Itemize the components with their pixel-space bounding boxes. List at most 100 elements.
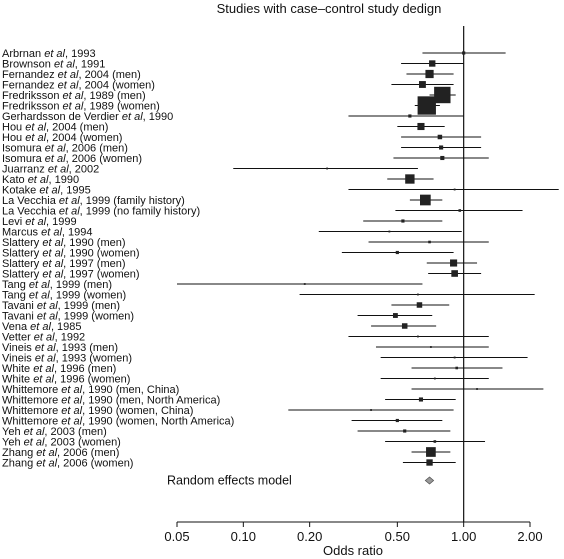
study-row: Isomura et al, 2006 (men) [2,143,482,155]
study-et-al: et al [61,405,82,417]
study-label: Tavani et al, 1999 (men) [2,300,120,312]
x-tick-label: 1.00 [451,529,476,544]
study-row: Hou et al, 2004 (men) [2,122,445,134]
study-et-al: et al [28,174,49,186]
study-et-al: et al [63,90,84,102]
study-row: Levi et al, 1999 [2,216,443,228]
study-estimate-square [420,194,431,206]
study-row: Slattery et al, 1990 (women) [2,248,454,260]
study-year: , 1999 (men) [50,279,112,291]
study-estimate-square [405,174,415,184]
study-et-al: et al [34,332,55,344]
study-year: , 2006 (women) [57,458,133,470]
study-row: Tavani et al, 1999 (women) [2,311,433,323]
study-et-al: et al [36,447,57,459]
study-row: Isomura et al, 2006 (women) [2,153,489,165]
study-estimate-square [388,230,391,233]
study-label: Yeh et al, 2003 (men) [2,426,107,438]
study-et-al: et al [61,384,82,396]
study-label: White et al, 1996 (men) [2,363,116,375]
study-row: Hou et al, 2004 (women) [2,132,482,144]
study-author: Vetter [2,332,34,344]
study-year: , 2004 (women) [78,80,154,92]
study-estimate-square [429,346,432,348]
study-et-al: et al [122,111,143,123]
study-row: Tavani et al, 1999 (men) [2,300,450,312]
study-author: Kotake [2,185,39,197]
study-et-al: et al [25,122,46,134]
study-estimate-square [439,145,444,150]
x-tick-label: 0.20 [297,529,322,544]
study-row: Brownson et al, 1991 [2,59,464,71]
study-author: La Vecchia [2,195,59,207]
summary-label: Random effects model [167,474,292,488]
study-estimate-square [451,270,458,277]
study-year: , 1999 [46,216,77,228]
study-et-al: et al [44,48,65,60]
study-label: Whittemore et al, 1990 (men, China) [2,384,179,396]
study-label: Vineis et al, 1993 (women) [2,353,132,365]
study-year: , 1993 (women) [56,353,132,365]
study-et-al: et al [35,353,56,365]
study-estimate-square [417,293,419,296]
study-year: , 1985 [51,321,82,333]
study-year: , 2003 (men) [44,426,106,438]
study-year: , 1990 (women, China) [82,405,193,417]
study-year: , 1993 (men) [56,342,118,354]
study-label: Slattery et al, 1990 (women) [2,248,140,260]
study-row: Fernandez et al, 2004 (women) [2,80,454,92]
study-year: , 2006 (men) [66,143,128,155]
study-author: Kato [2,174,28,186]
summary-diamond [424,476,435,485]
study-label: Tavani et al, 1999 (women) [2,311,134,323]
study-estimate-square [417,335,419,338]
study-estimate-square [401,219,405,223]
study-estimate-square [455,366,459,370]
study-label: Hou et al, 2004 (women) [2,132,122,144]
study-year: , 2003 (women) [44,437,120,449]
study-author: Whittemore [2,416,61,428]
study-author: Tavani [2,311,37,323]
study-author: Fernandez [2,69,58,81]
study-estimate-square [395,250,399,255]
study-year: , 1999 (women) [58,311,134,323]
study-estimate-square [418,397,424,402]
study-et-al: et al [29,279,50,291]
study-author: Whittemore [2,405,61,417]
study-year: , 1989 (women) [83,101,159,113]
study-et-al: et al [48,164,69,176]
study-label: Fredriksson et al, 1989 (women) [2,101,160,113]
study-estimate-square [395,418,399,423]
study-row: Slattery et al, 1990 (men) [2,237,489,249]
study-row: Vetter et al, 1992 [2,332,489,344]
study-row: La Vecchia et al, 1999 (family history) [2,194,443,207]
study-row: White et al, 1996 (men) [2,363,503,375]
study-et-al: et al [61,395,82,407]
study-et-al: et al [42,269,63,281]
study-estimate-square [426,459,433,466]
study-estimate-square [434,86,451,104]
study-author: Tavani [2,300,37,312]
study-year: , 1994 [62,227,93,239]
study-row: Fernandez et al, 2004 (men) [2,69,454,81]
study-row: Whittemore et al, 1990 (women, North Ame… [2,416,443,428]
study-year: , 1996 (men) [54,363,116,375]
study-et-al: et al [59,195,80,207]
study-label: Isomura et al, 2006 (women) [2,153,142,165]
study-author: Vena [2,321,30,333]
study-year: , 1990 (women, North America) [82,416,234,428]
study-et-al: et al [41,227,62,239]
study-author: Fredriksson [2,90,63,102]
study-estimate-square [303,283,306,285]
study-row: Kato et al, 1990 [2,174,434,186]
study-estimate-square [462,51,466,55]
study-year: , 1995 [60,185,91,197]
study-label: Tang et al, 1999 (women) [2,290,126,302]
study-row: Slattery et al, 1997 (women) [2,269,482,281]
study-label: La Vecchia et al, 1999 (family history) [2,195,185,207]
study-label: White et al, 1996 (women) [2,374,130,386]
study-et-al: et al [39,185,60,197]
study-row: Fredriksson et al, 1989 (men) [2,86,456,104]
study-et-al: et al [37,311,58,323]
study-year: , 2004 (women) [46,132,122,144]
